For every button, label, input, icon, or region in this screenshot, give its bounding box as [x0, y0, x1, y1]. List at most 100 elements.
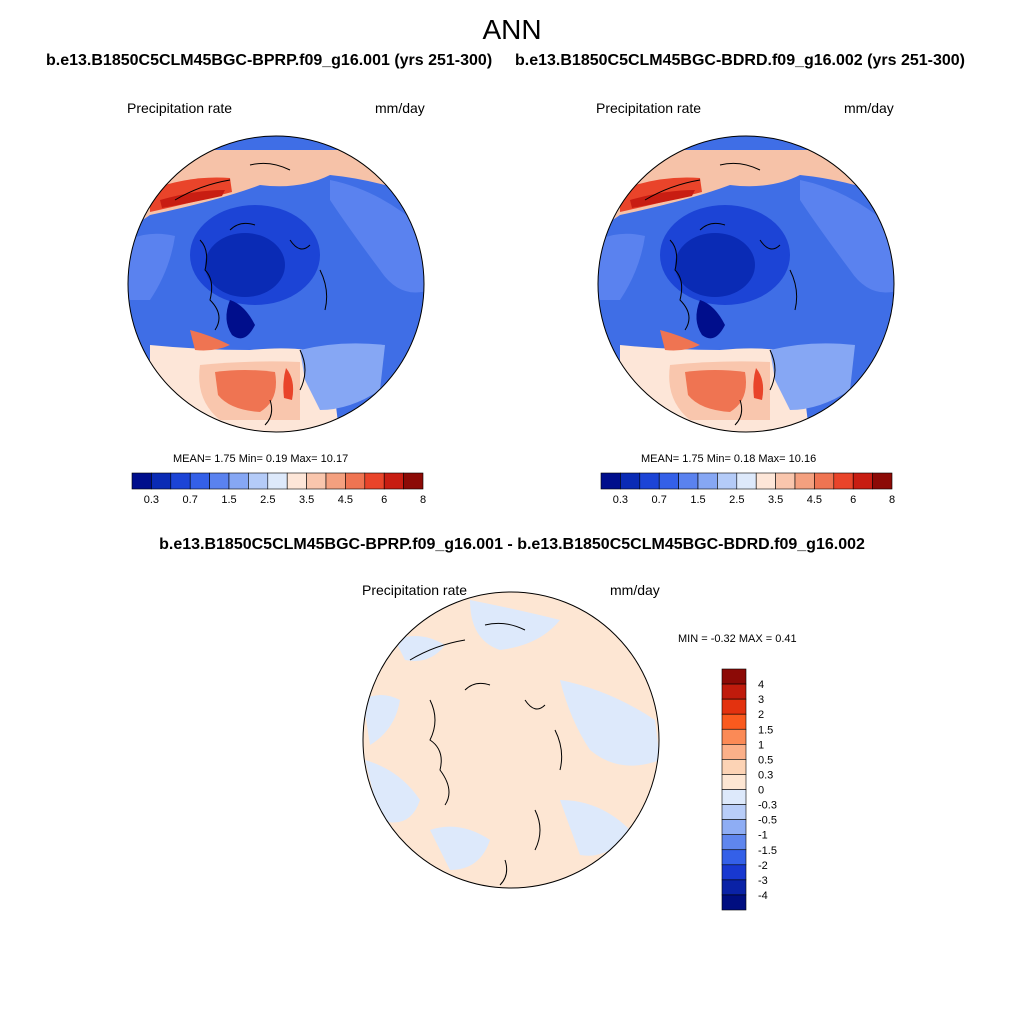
diff-polar-map [363, 592, 659, 888]
right-map-border [597, 135, 895, 433]
right-case-title: b.e13.B1850C5CLM45BGC-BDRD.f09_g16.002 (… [515, 52, 965, 69]
right-stats: MEAN= 1.75 Min= 0.18 Max= 10.16 [641, 453, 817, 465]
colorbar-tick-label: 0.7 [652, 494, 667, 506]
colorbar-tick-label: 0.5 [758, 754, 773, 766]
colorbar-tick-label: 2.5 [729, 494, 744, 506]
colorbar-box [345, 472, 366, 490]
colorbar-tick-label: 3.5 [299, 494, 314, 506]
colorbar-tick-label: 6 [381, 494, 387, 506]
left-case-title: b.e13.B1850C5CLM45BGC-BPRP.f09_g16.001 (… [46, 52, 493, 69]
colorbar-tick-label: 6 [850, 494, 856, 506]
left-colorbar: 0.3 0.7 1.5 2.5 3.5 4.5 6 8 [131, 472, 426, 506]
colorbar-box [248, 472, 269, 490]
colorbar-box [721, 864, 747, 881]
colorbar-tick-label: 3 [758, 694, 764, 706]
colorbar-box [721, 683, 747, 700]
colorbar-box [286, 472, 307, 490]
diff-map-border [362, 591, 660, 889]
colorbar-tick-label: 1.5 [690, 494, 705, 506]
left-map-border [127, 135, 425, 433]
colorbar-box [717, 472, 738, 490]
diff-title: b.e13.B1850C5CLM45BGC-BPRP.f09_g16.001 -… [159, 536, 865, 553]
right-polar-map [598, 136, 894, 432]
colorbar-tick-label: 0.3 [613, 494, 628, 506]
colorbar-box [721, 879, 747, 896]
colorbar-box [736, 472, 757, 490]
diff-minmax: MIN = -0.32 MAX = 0.41 [678, 633, 797, 645]
colorbar-box [620, 472, 641, 490]
colorbar-box [697, 472, 718, 490]
colorbar-box [325, 472, 346, 490]
colorbar-tick-label: 0.7 [183, 494, 198, 506]
colorbar-box [721, 774, 747, 790]
colorbar-box [170, 472, 191, 490]
diff-variable-label: Precipitation rate [362, 582, 468, 598]
colorbar-tick-label: 1.5 [758, 724, 773, 736]
colorbar-box [814, 472, 835, 490]
colorbar-box [306, 472, 327, 490]
colorbar-box [721, 759, 747, 775]
colorbar-tick-label: 2.5 [260, 494, 275, 506]
colorbar-box [189, 472, 210, 490]
colorbar-box [721, 849, 747, 866]
colorbar-box [721, 819, 747, 835]
colorbar-box [721, 834, 747, 851]
colorbar-box [658, 472, 679, 490]
colorbar-tick-label: -0.5 [758, 815, 777, 827]
colorbar-box [721, 804, 747, 820]
colorbar-tick-label: 0.3 [758, 769, 773, 781]
left-polar-map [128, 136, 424, 432]
colorbar-tick-label: 1 [758, 739, 764, 751]
colorbar-box [131, 472, 152, 490]
colorbar-tick-label: -1 [758, 830, 768, 842]
colorbar-tick-label: -2 [758, 860, 768, 872]
colorbar-box [600, 472, 621, 490]
colorbar-box [228, 472, 249, 490]
colorbar-tick-label: -0.3 [758, 800, 777, 812]
right-variable-label: Precipitation rate [596, 100, 702, 116]
colorbar-box [364, 472, 385, 490]
colorbar-box [721, 728, 747, 745]
colorbar-tick-label: 8 [420, 494, 426, 506]
colorbar-box [209, 472, 230, 490]
colorbar-tick-label: 4.5 [807, 494, 822, 506]
right-units-label: mm/day [844, 100, 894, 116]
left-units-label: mm/day [375, 100, 425, 116]
colorbar-tick-label: 8 [889, 494, 895, 506]
colorbar-box [775, 472, 796, 490]
colorbar-box [721, 668, 747, 685]
right-colorbar: 0.3 0.7 1.5 2.5 3.5 4.5 6 8 [600, 472, 895, 506]
main-title: ANN [482, 14, 542, 45]
diff-units-label: mm/day [610, 582, 660, 598]
colorbar-tick-label: 4.5 [338, 494, 353, 506]
colorbar-tick-label: 0 [758, 785, 764, 797]
colorbar-box [267, 472, 288, 490]
colorbar-tick-label: -4 [758, 890, 768, 902]
colorbar-box [721, 744, 747, 760]
colorbar-box [721, 698, 747, 715]
colorbar-box [721, 713, 747, 730]
diff-colorbar: 4 3 2 1.5 1 0.5 0.3 0 -0.3 -0.5 -1 -1.5 -2 -3 -4 [721, 668, 777, 911]
colorbar-box [151, 472, 172, 490]
colorbar-box [721, 894, 747, 911]
colorbar-box [678, 472, 699, 490]
colorbar-box [383, 472, 404, 490]
colorbar-box [794, 472, 815, 490]
colorbar-box [721, 789, 747, 805]
colorbar-tick-label: 1.5 [221, 494, 236, 506]
colorbar-box [852, 472, 873, 490]
colorbar-tick-label: 3.5 [768, 494, 783, 506]
left-variable-label: Precipitation rate [127, 100, 233, 116]
colorbar-tick-label: 0.3 [144, 494, 159, 506]
left-stats: MEAN= 1.75 Min= 0.19 Max= 10.17 [173, 453, 349, 465]
colorbar-tick-label: 2 [758, 709, 764, 721]
colorbar-box [403, 472, 424, 490]
colorbar-box [639, 472, 660, 490]
colorbar-box [755, 472, 776, 490]
colorbar-tick-label: -3 [758, 875, 768, 887]
colorbar-box [872, 472, 893, 490]
colorbar-tick-label: -1.5 [758, 845, 777, 857]
colorbar-box [833, 472, 854, 490]
colorbar-tick-label: 4 [758, 679, 764, 691]
